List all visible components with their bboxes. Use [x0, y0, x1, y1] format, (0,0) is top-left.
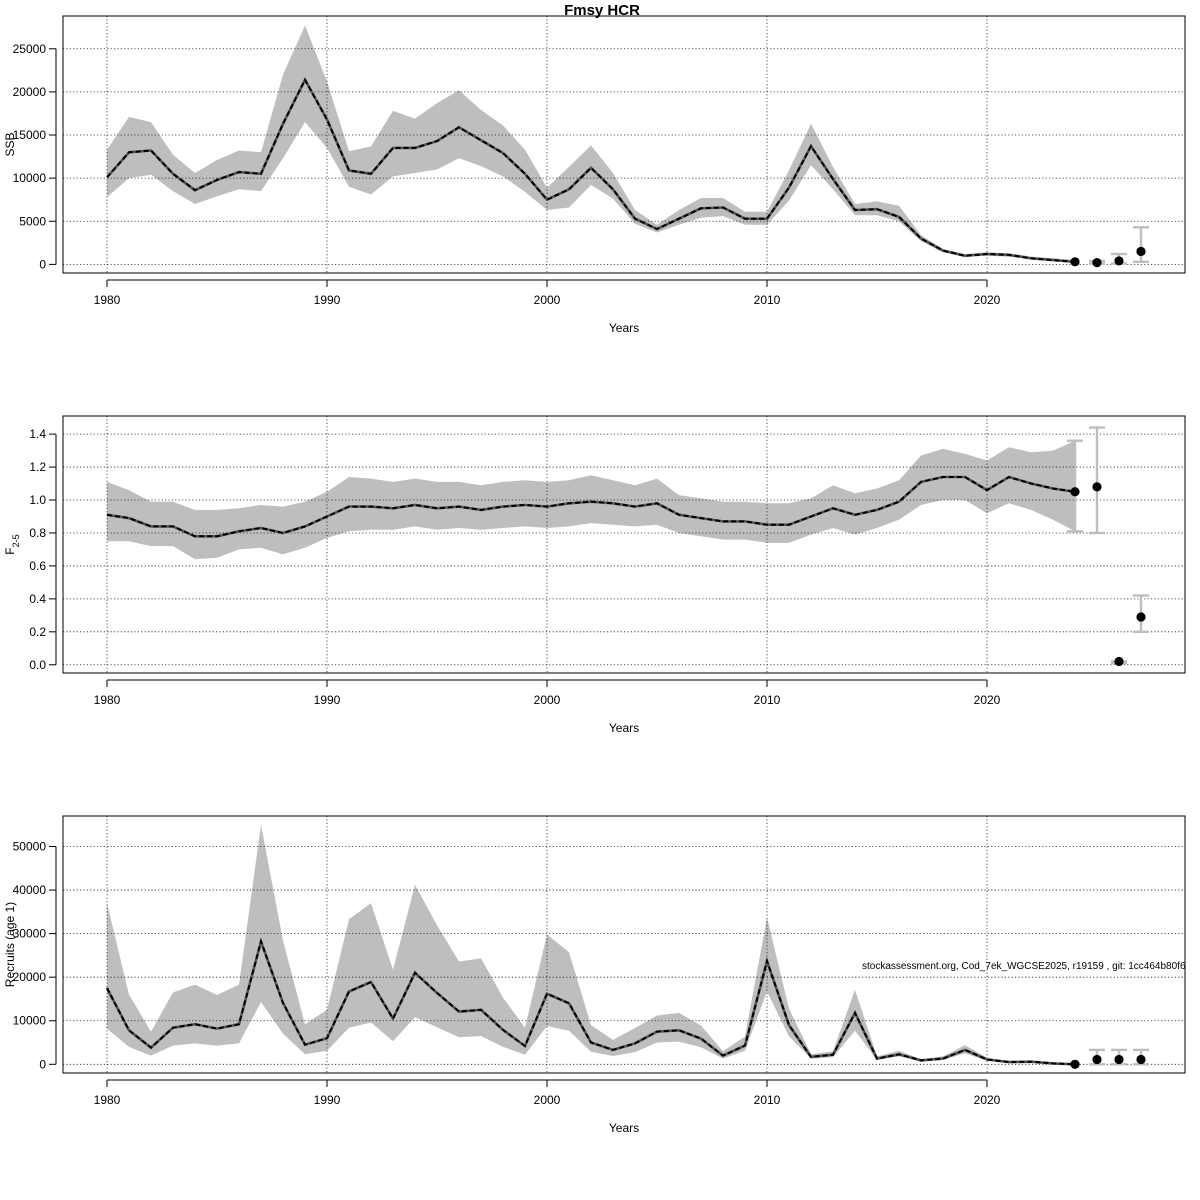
panels: 1980 1990 2000 2010 2020 Years 0 5000 10000 15000…: [3, 15, 1186, 1135]
x-tick-label: 1990: [314, 293, 341, 307]
y-tick-label: 0: [39, 1057, 46, 1071]
y-axis-label: Recruits (age 1): [3, 902, 17, 987]
forecast-point: [1136, 612, 1146, 622]
y-axis-label: SSB: [3, 132, 17, 156]
forecast-point: [1092, 1054, 1102, 1065]
y-tick-label: 1.2: [29, 460, 46, 474]
estimate-line-dashed: [106, 938, 1076, 1066]
y-tick-label: 0.8: [29, 526, 46, 540]
confidence-band: [107, 824, 1075, 1065]
x-tick-label: 2010: [754, 1093, 781, 1107]
forecast-point: [1092, 482, 1102, 492]
x-tick-label: 2020: [974, 693, 1001, 707]
watermark: stockassessment.org, Cod_7ek_WGCSE2025, …: [862, 961, 1186, 972]
x-tick-label: 1990: [314, 1093, 341, 1107]
y-tick-label: 1.4: [29, 427, 46, 441]
forecast-point: [1114, 1054, 1124, 1065]
x-axis-label: Years: [609, 321, 639, 335]
x-tick-label: 1980: [94, 693, 121, 707]
forecast-point: [1114, 656, 1124, 667]
y-axis-label-subscript: 2-5: [11, 534, 21, 547]
y-tick-label: 30000: [13, 927, 47, 941]
x-axis-label: Years: [609, 721, 639, 735]
plot-frame: [62, 815, 1186, 1074]
x-axis-label: Years: [609, 1121, 639, 1135]
x-tick-label: 2000: [534, 693, 561, 707]
y-tick-label: 40000: [13, 883, 47, 897]
x-tick-label: 2000: [534, 1093, 561, 1107]
x-tick-label: 2010: [754, 293, 781, 307]
forecast-point: [1070, 487, 1080, 497]
x-tick-label: 2020: [974, 1093, 1001, 1107]
x-tick-label: 1990: [314, 693, 341, 707]
x-tick-label: 2020: [974, 293, 1001, 307]
forecast-point: [1070, 257, 1080, 267]
forecast-point: [1136, 246, 1146, 257]
y-tick-label: 0.0: [29, 658, 46, 672]
y-tick-label: 0.2: [29, 625, 46, 639]
y-tick-label: 25000: [13, 42, 47, 56]
y-tick-label: 5000: [19, 214, 46, 228]
x-tick-label: 1980: [94, 293, 121, 307]
y-tick-label: 0.4: [29, 592, 46, 606]
panel-recruits: 1980 1990 2000 2010 2020 Years 0 10000 20000 3000…: [3, 815, 1186, 1135]
estimate-line-dashed: [106, 475, 1076, 538]
forecast-point: [1114, 256, 1124, 266]
y-tick-label: 20000: [13, 970, 47, 984]
y-tick-label: 10000: [13, 171, 47, 185]
y-tick-label: 1.0: [29, 493, 46, 507]
estimate-line-dashed: [106, 77, 1076, 263]
confidence-band: [107, 25, 1075, 263]
y-tick-label: 0: [39, 257, 46, 271]
y-tick-label: 0.6: [29, 559, 46, 573]
x-tick-label: 2000: [534, 293, 561, 307]
panel-ssb: 1980 1990 2000 2010 2020 Years 0 5000 10000 15000…: [3, 15, 1186, 335]
forecast-point: [1136, 1054, 1146, 1065]
y-tick-label: 10000: [13, 1014, 47, 1028]
y-tick-label: 50000: [13, 839, 47, 853]
y-tick-label: 20000: [13, 85, 47, 99]
forecast-point: [1070, 1059, 1080, 1069]
y-tick-label: 15000: [13, 128, 47, 142]
forecast-point: [1092, 258, 1102, 268]
x-tick-label: 2010: [754, 693, 781, 707]
x-tick-label: 1980: [94, 1093, 121, 1107]
y-axis-label: F2-5: [3, 534, 21, 554]
plot-frame: [62, 415, 1186, 674]
plot-frame: [62, 15, 1186, 274]
chart-title: Fmsy HCR: [564, 2, 640, 19]
panel-fbar: 1980 1990 2000 2010 2020 Years 0.0 0.2 0.4 0.6 0.8…: [3, 415, 1186, 735]
